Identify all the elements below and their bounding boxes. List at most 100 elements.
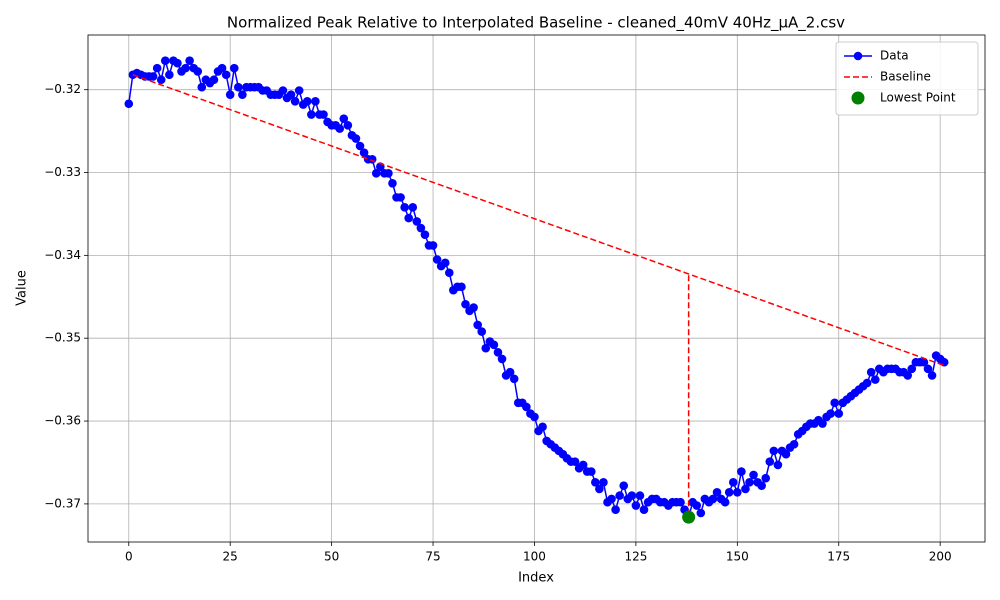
data-point — [278, 86, 288, 95]
data-point — [765, 457, 775, 466]
data-point — [611, 505, 620, 514]
data-point — [862, 378, 872, 388]
lowest-point — [682, 510, 696, 524]
data-point — [923, 364, 933, 374]
y-tick-label: −0.32 — [44, 82, 81, 96]
legend-marker — [851, 91, 865, 105]
data-point — [578, 460, 588, 470]
data-point — [692, 501, 702, 510]
data-point — [737, 467, 746, 476]
data-point — [428, 241, 438, 250]
data-point — [599, 478, 608, 487]
data-point — [181, 63, 190, 73]
data-point — [384, 169, 393, 178]
x-tick-label: 200 — [929, 550, 952, 564]
data-point — [826, 409, 835, 418]
data-point — [457, 282, 466, 292]
data-point — [156, 75, 166, 85]
data-point — [733, 487, 742, 497]
data-point — [570, 457, 580, 466]
data-point — [586, 467, 596, 476]
data-point — [461, 299, 470, 309]
chart-title: Normalized Peak Relative to Interpolated… — [227, 14, 845, 33]
legend: Data Baseline Lowest Point — [835, 41, 979, 116]
data-point — [311, 96, 320, 106]
data-point — [351, 134, 361, 143]
data-point — [834, 409, 844, 418]
data-point — [818, 419, 827, 428]
data-point — [708, 494, 718, 504]
data-point — [509, 374, 519, 384]
data-point — [359, 148, 369, 157]
data-point — [505, 367, 515, 377]
data-point — [294, 86, 304, 95]
data-point — [197, 82, 207, 92]
y-tick-label: −0.33 — [44, 165, 81, 179]
series-line — [132, 74, 945, 518]
data-point — [193, 67, 203, 76]
x-axis-label: Index — [518, 571, 554, 586]
data-point — [927, 371, 937, 380]
y-tick-label: −0.34 — [44, 248, 81, 262]
data-point — [160, 56, 170, 65]
data-point — [773, 460, 783, 470]
data-point — [173, 58, 182, 68]
data-point — [339, 114, 349, 123]
legend-label: Lowest Point — [880, 91, 956, 105]
data-point — [408, 203, 418, 212]
x-tick-label: 125 — [624, 550, 647, 564]
data-point — [420, 230, 430, 239]
x-tick-label: 25 — [223, 550, 238, 564]
data-point — [473, 320, 482, 330]
data-point — [522, 402, 531, 412]
data-point — [225, 90, 235, 99]
data-point — [627, 491, 637, 500]
data-point — [781, 449, 791, 459]
data-point — [124, 99, 134, 109]
data-point — [209, 75, 219, 85]
data-point — [745, 478, 754, 487]
data-point — [724, 487, 734, 497]
legend-label: Data — [880, 49, 909, 63]
data-point — [489, 340, 499, 350]
x-tick-label: 150 — [726, 550, 749, 564]
data-point — [286, 90, 296, 99]
data-point — [619, 481, 629, 490]
plot-frame — [87, 34, 986, 543]
data-point — [302, 96, 312, 106]
x-tick-label: 75 — [425, 550, 440, 564]
data-point — [757, 481, 766, 490]
x-tick-label: 175 — [827, 550, 850, 564]
data-point — [919, 357, 929, 367]
data-point — [388, 178, 397, 188]
data-point — [631, 501, 641, 510]
data-point — [635, 491, 645, 500]
data-point — [497, 354, 507, 364]
data-point — [440, 258, 450, 268]
series-line — [128, 59, 945, 520]
y-axis-label: Value — [15, 270, 30, 306]
data-point — [493, 347, 503, 357]
data-point — [335, 124, 345, 133]
data-point — [903, 371, 913, 380]
data-point — [607, 494, 616, 504]
y-tick-label: −0.35 — [44, 331, 81, 345]
data-point — [696, 508, 706, 518]
data-point — [229, 63, 239, 73]
data-point — [720, 497, 730, 507]
y-tick-label: −0.37 — [44, 496, 81, 510]
data-point — [234, 82, 243, 92]
data-point — [477, 327, 487, 336]
data-point — [789, 439, 799, 449]
data-point — [749, 470, 758, 480]
data-point — [676, 497, 685, 507]
data-point — [165, 70, 174, 80]
data-point — [238, 90, 247, 99]
legend-label: Baseline — [880, 70, 931, 84]
data-point — [728, 478, 738, 487]
data-point — [769, 446, 779, 456]
data-point — [416, 223, 426, 233]
data-point — [712, 487, 722, 497]
